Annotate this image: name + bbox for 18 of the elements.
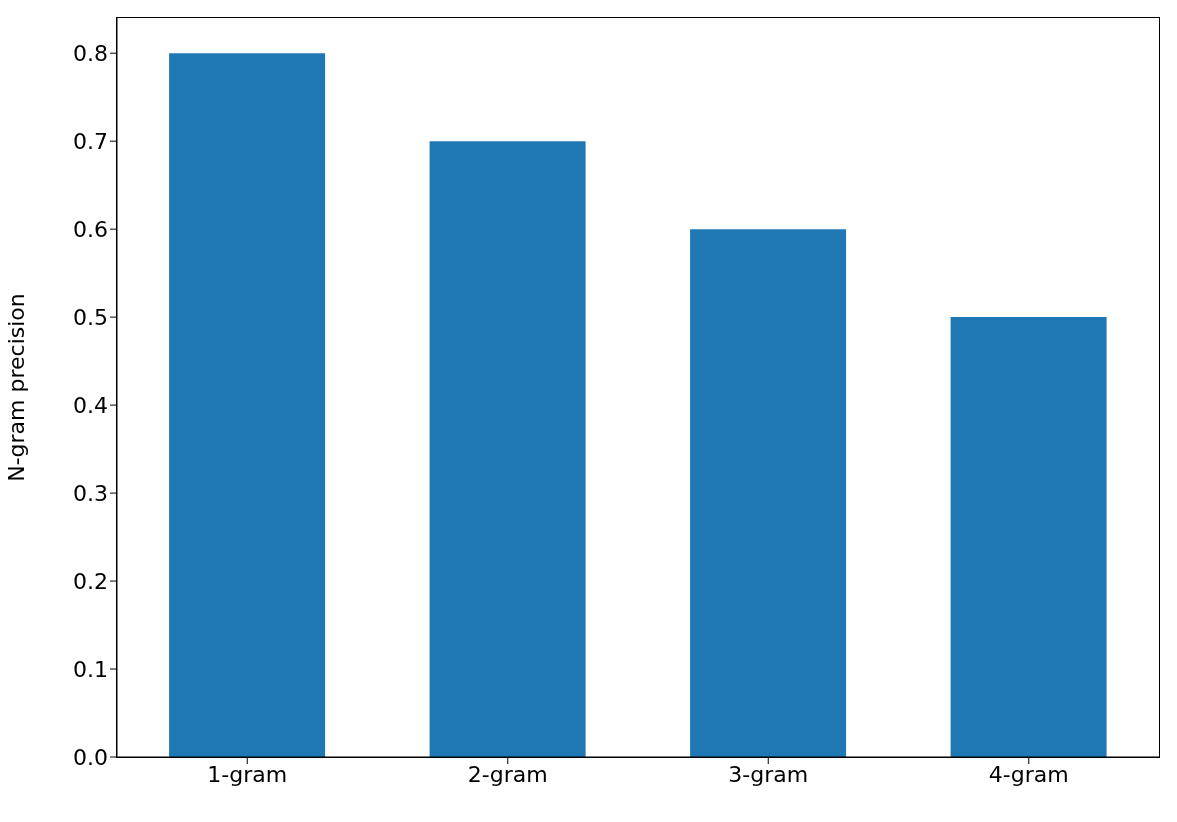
- y-tick-label: 0.2: [73, 568, 108, 594]
- y-tick-label: 0.6: [73, 216, 108, 242]
- y-tick-label: 0.5: [73, 304, 108, 330]
- bar: [690, 229, 847, 757]
- y-axis-title: N-gram precision: [3, 293, 29, 482]
- x-tick-label: 2-gram: [467, 761, 548, 787]
- y-tick-label: 0.0: [73, 744, 108, 770]
- y-tick-label: 0.8: [73, 41, 108, 66]
- x-tick-label: 3-gram: [728, 761, 809, 787]
- y-tick-label: 0.4: [73, 392, 108, 418]
- bar: [429, 141, 586, 757]
- x-tick-label: 1-gram: [207, 761, 288, 787]
- y-tick-label: 0.1: [73, 656, 108, 682]
- bar: [169, 53, 326, 757]
- x-tick-label: 4-gram: [988, 761, 1069, 787]
- y-tick-label: 0.7: [73, 128, 108, 154]
- bar: [950, 317, 1107, 757]
- y-tick-label: 0.3: [73, 480, 108, 506]
